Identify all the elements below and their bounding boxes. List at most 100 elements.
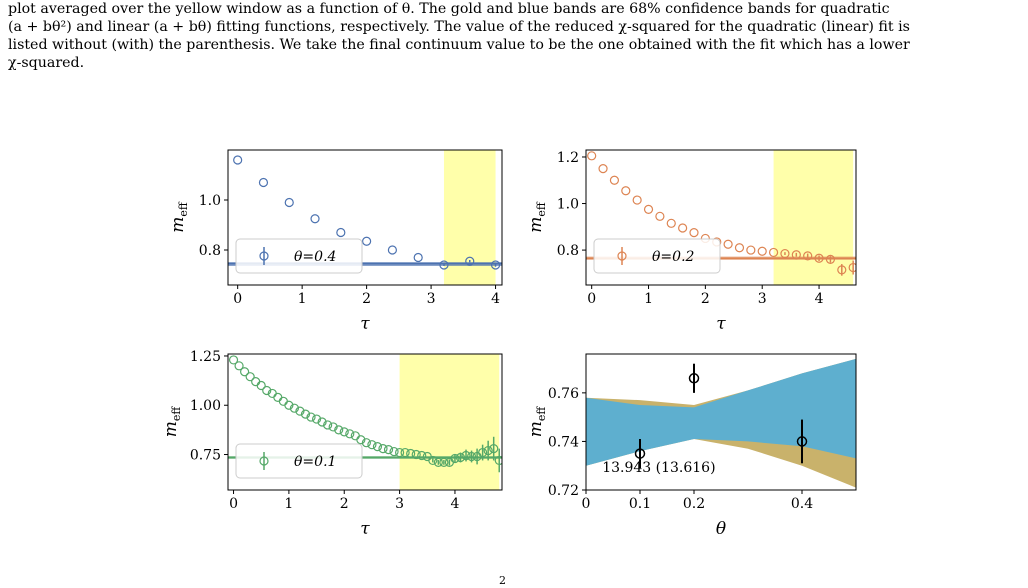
data-point [494,455,502,466]
y-tick-label: 1.0 [199,193,221,209]
x-tick-label: 0.1 [629,496,651,512]
data-point [433,457,443,468]
y-tick-label: 0.76 [548,386,579,402]
y-axis-label: meff [168,201,190,233]
data-point [339,427,349,437]
y-tick-label: 0.8 [557,243,579,259]
chart-panel-4: 13.943 (13.616) 0 0.1 0.2 0.4 0.72 0.74 0.76 θ me… [526,353,857,539]
data-point [240,367,250,377]
x-tick-label: 2 [362,291,371,307]
x-tick-label: 3 [427,291,436,307]
y-tick-label: 1.25 [190,349,221,365]
data-point [389,446,399,457]
legend: θ=0.2 [593,238,721,274]
data-point [621,186,631,196]
data-point [689,228,699,238]
legend-box [235,443,363,479]
data-point [306,412,316,422]
x-tick-label: 0 [233,291,242,307]
axes-frame [585,149,857,286]
data-point [439,260,449,270]
y-axis-label: meff [526,406,548,438]
data-point [825,254,836,264]
data-point [490,260,501,270]
y-tick-label: 0.72 [548,483,579,499]
data-point [478,447,488,458]
data-point [461,450,471,461]
data-point [284,197,294,208]
data-point [334,425,344,435]
data-point [278,396,288,406]
x-tick-label: 0 [229,496,238,512]
data-point [387,245,397,255]
data-point [814,253,824,263]
x-tick-label: 1 [284,496,293,512]
plot-area [586,358,856,488]
x-axis-label: τ [716,314,726,334]
data-point [643,204,654,214]
data-point [780,248,790,259]
axes-frame [585,353,857,491]
data-point [311,414,322,424]
x-tick-label: 1 [298,291,307,307]
data-point [746,245,756,255]
caption-line-1: plot averaged over the yellow window as … [8,1,890,17]
figure-caption: plot averaged over the yellow window as … [8,0,1020,72]
data-point [372,442,383,452]
data-point [383,444,394,455]
axes-frame [227,149,503,286]
chart-panel-3: θ=0.1 0 1 2 3 4 0.75 1.00 1.25 τ meff [161,349,503,539]
x-tick-label: 4 [491,291,500,307]
data-point [336,227,346,238]
x-tick-label: 0 [582,496,591,512]
caption-line-2: (a + bθ²) and linear (a + bθ) fitting fu… [8,19,910,35]
x-tick-label: 4 [450,496,459,512]
footer-fragment: 2 [499,574,506,587]
data-point [655,211,665,221]
data-point [439,457,449,468]
data-point [345,429,355,439]
data-point [394,447,405,458]
legend-box [593,238,721,274]
data-point [251,376,261,387]
data-point [284,400,294,410]
data-point [233,155,243,165]
x-tick-label: 2 [701,291,710,307]
legend-marker [259,456,269,466]
legend: θ=0.1 [235,443,363,479]
data-point [362,236,372,246]
x-tick-label: 0.4 [791,496,813,512]
data-point [273,392,283,402]
y-tick-label: 0.8 [199,243,221,259]
x-tick-label: 0 [587,291,596,307]
linear-fit-band [586,358,856,466]
x-axis-label: θ [716,519,726,539]
data-point [450,453,460,464]
data-point [678,223,688,233]
x-axis-label: τ [360,519,370,539]
y-tick-label: 1.00 [190,398,221,414]
data-point [465,256,475,266]
data-point [489,444,499,454]
x-tick-label: 0.2 [683,496,705,512]
chart-panel-2: θ=0.2 0 1 2 3 4 0.8 1.0 1.2 τ meff [526,149,857,334]
data-point [455,452,466,463]
data-point [791,250,801,260]
averaging-window [773,150,854,285]
legend-label: θ=0.4 [294,249,336,265]
y-tick-label: 1.2 [557,150,579,166]
data-point [609,175,620,185]
data-point [317,417,327,427]
data-point [734,243,745,253]
data-point [378,444,388,454]
x-tick-label: 3 [758,291,767,307]
y-axis-label: meff [161,406,183,438]
data-point [228,355,239,365]
caption-line-3: listed without (with) the parenthesis. W… [8,37,910,53]
data-point [587,151,597,161]
data-point [258,177,269,188]
data-point [406,448,416,459]
data-point [245,372,255,382]
legend-label: θ=0.1 [294,454,336,470]
